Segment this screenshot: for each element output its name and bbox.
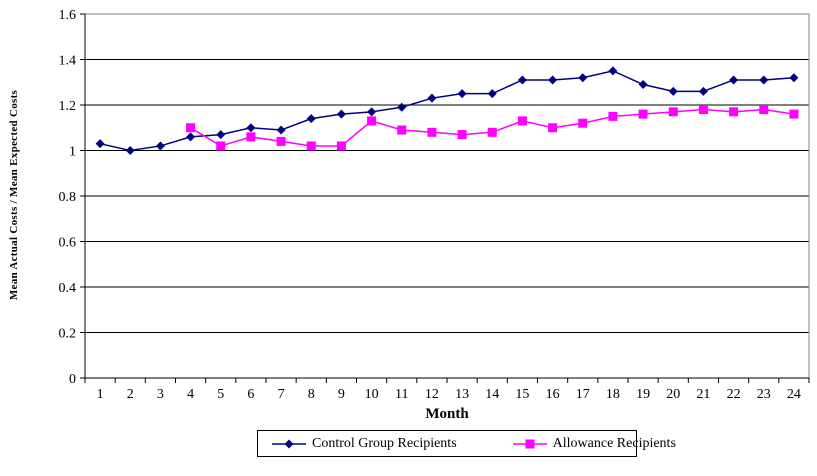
svg-text:12: 12	[425, 387, 439, 402]
svg-text:1.6: 1.6	[59, 8, 77, 23]
svg-text:7: 7	[278, 387, 285, 402]
svg-text:0.6: 0.6	[59, 236, 77, 251]
svg-text:6: 6	[247, 387, 254, 402]
svg-text:1.2: 1.2	[59, 99, 77, 114]
svg-text:5: 5	[217, 387, 224, 402]
svg-text:23: 23	[757, 387, 771, 402]
svg-text:15: 15	[515, 387, 529, 402]
svg-text:18: 18	[606, 387, 620, 402]
svg-text:13: 13	[455, 387, 469, 402]
svg-text:21: 21	[696, 387, 710, 402]
svg-text:1: 1	[69, 145, 76, 160]
svg-text:3: 3	[157, 387, 164, 402]
legend-label-allowance: Allowance Recipients	[552, 435, 676, 451]
svg-text:11: 11	[395, 387, 408, 402]
svg-text:20: 20	[666, 387, 680, 402]
legend-label-control: Control Group Recipients	[312, 435, 457, 451]
legend: Control Group Recipients Allowance Recip…	[257, 430, 676, 457]
square-line-icon	[512, 438, 547, 450]
svg-text:14: 14	[485, 387, 499, 402]
legend-item-control: Control Group Recipients	[272, 436, 457, 452]
svg-text:0.4: 0.4	[59, 281, 77, 296]
svg-text:0.8: 0.8	[59, 190, 77, 205]
svg-text:22: 22	[727, 387, 741, 402]
svg-text:10: 10	[365, 387, 379, 402]
svg-text:0: 0	[69, 372, 76, 387]
svg-text:8: 8	[308, 387, 315, 402]
svg-text:1: 1	[97, 387, 104, 402]
diamond-line-icon	[272, 438, 306, 450]
svg-text:17: 17	[576, 387, 590, 402]
svg-text:19: 19	[636, 387, 650, 402]
svg-text:9: 9	[338, 387, 345, 402]
x-axis-title: Month	[425, 406, 469, 422]
svg-text:0.2: 0.2	[59, 327, 77, 342]
svg-text:16: 16	[546, 387, 560, 402]
svg-text:24: 24	[787, 387, 801, 402]
svg-text:1.4: 1.4	[59, 54, 77, 69]
legend-item-allowance: Allowance Recipients	[512, 435, 676, 452]
svg-text:4: 4	[187, 387, 194, 402]
svg-text:2: 2	[127, 387, 134, 402]
